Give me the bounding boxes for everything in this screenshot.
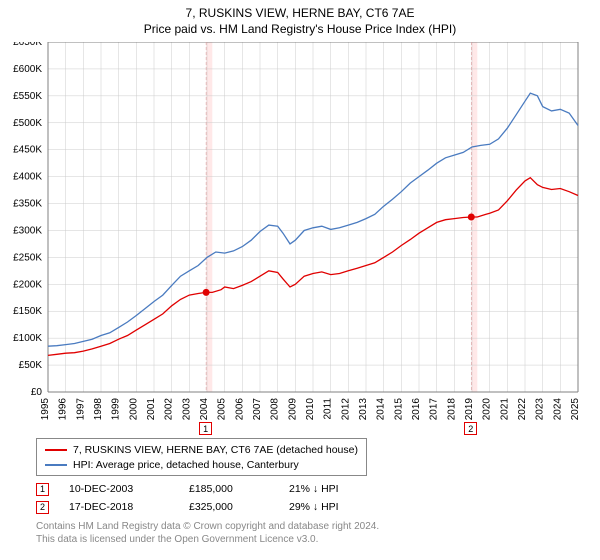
sale-diff: 29% ↓ HPI [289, 501, 409, 513]
svg-text:2009: 2009 [287, 398, 298, 421]
svg-text:2021: 2021 [499, 398, 510, 421]
svg-text:2008: 2008 [270, 398, 281, 421]
svg-text:1995: 1995 [40, 398, 51, 421]
svg-text:2003: 2003 [181, 398, 192, 421]
legend-label: 7, RUSKINS VIEW, HERNE BAY, CT6 7AE (det… [73, 444, 358, 456]
svg-text:1996: 1996 [58, 398, 69, 421]
svg-text:2002: 2002 [164, 398, 175, 421]
sale-marker-1: 1 [199, 422, 212, 435]
legend-item: 7, RUSKINS VIEW, HERNE BAY, CT6 7AE (det… [45, 442, 358, 457]
sale-diff: 21% ↓ HPI [289, 483, 409, 495]
svg-text:2004: 2004 [199, 398, 210, 421]
svg-text:2016: 2016 [411, 398, 422, 421]
svg-text:2012: 2012 [340, 398, 351, 421]
svg-text:2011: 2011 [323, 398, 334, 420]
svg-text:£450K: £450K [13, 145, 42, 156]
svg-text:£0: £0 [31, 387, 43, 398]
svg-text:£600K: £600K [13, 64, 42, 75]
sale-date: 17-DEC-2018 [69, 501, 189, 513]
chart-title: 7, RUSKINS VIEW, HERNE BAY, CT6 7AE [0, 0, 600, 20]
svg-text:2017: 2017 [429, 398, 440, 421]
legend-box: 7, RUSKINS VIEW, HERNE BAY, CT6 7AE (det… [36, 438, 367, 476]
svg-text:£150K: £150K [13, 306, 42, 317]
svg-text:1998: 1998 [93, 398, 104, 421]
chart-subtitle: Price paid vs. HM Land Registry's House … [0, 20, 600, 42]
svg-text:2007: 2007 [252, 398, 263, 421]
chart-svg: £0 £50K £100K £150K £200K £250K £300K £350K £400… [0, 42, 600, 422]
svg-text:2015: 2015 [393, 398, 404, 421]
legend-swatch [45, 449, 67, 451]
svg-text:£650K: £650K [13, 42, 42, 48]
sales-row: 1 10-DEC-2003 £185,000 21% ↓ HPI [36, 480, 409, 498]
legend-swatch [45, 464, 67, 466]
attribution-line: This data is licensed under the Open Gov… [36, 533, 379, 546]
sale-date: 10-DEC-2003 [69, 483, 189, 495]
sales-row: 2 17-DEC-2018 £325,000 29% ↓ HPI [36, 498, 409, 516]
svg-text:2010: 2010 [305, 398, 316, 421]
svg-text:1999: 1999 [111, 398, 122, 421]
svg-text:2014: 2014 [376, 398, 387, 421]
svg-text:£250K: £250K [13, 252, 42, 263]
svg-text:2000: 2000 [128, 398, 139, 421]
svg-text:2006: 2006 [234, 398, 245, 421]
svg-text:£350K: £350K [13, 199, 42, 210]
attribution-line: Contains HM Land Registry data © Crown c… [36, 520, 379, 533]
sale-marker-2: 2 [464, 422, 477, 435]
svg-text:2005: 2005 [217, 398, 228, 421]
svg-text:£500K: £500K [13, 118, 42, 129]
svg-text:2024: 2024 [552, 398, 563, 421]
svg-text:2022: 2022 [517, 398, 528, 421]
sale-price: £325,000 [189, 501, 289, 513]
svg-text:2020: 2020 [482, 398, 493, 421]
svg-text:2023: 2023 [535, 398, 546, 421]
svg-text:2025: 2025 [570, 398, 581, 421]
svg-text:£400K: £400K [13, 172, 42, 183]
sales-table: 1 10-DEC-2003 £185,000 21% ↓ HPI 2 17-DE… [36, 480, 409, 516]
legend-item: HPI: Average price, detached house, Cant… [45, 457, 358, 472]
sale-price: £185,000 [189, 483, 289, 495]
svg-text:2018: 2018 [446, 398, 457, 421]
svg-text:£550K: £550K [13, 91, 42, 102]
chart-container: 7, RUSKINS VIEW, HERNE BAY, CT6 7AE Pric… [0, 0, 600, 560]
svg-text:2019: 2019 [464, 398, 475, 421]
svg-text:2013: 2013 [358, 398, 369, 421]
svg-text:£100K: £100K [13, 333, 42, 344]
attribution: Contains HM Land Registry data © Crown c… [36, 520, 379, 546]
marker-box: 1 [36, 483, 49, 496]
svg-text:£200K: £200K [13, 279, 42, 290]
svg-text:£300K: £300K [13, 225, 42, 236]
marker-box: 2 [36, 501, 49, 514]
legend-label: HPI: Average price, detached house, Cant… [73, 459, 299, 471]
svg-text:1997: 1997 [75, 398, 86, 421]
svg-text:2001: 2001 [146, 398, 157, 421]
svg-text:£50K: £50K [19, 360, 43, 371]
